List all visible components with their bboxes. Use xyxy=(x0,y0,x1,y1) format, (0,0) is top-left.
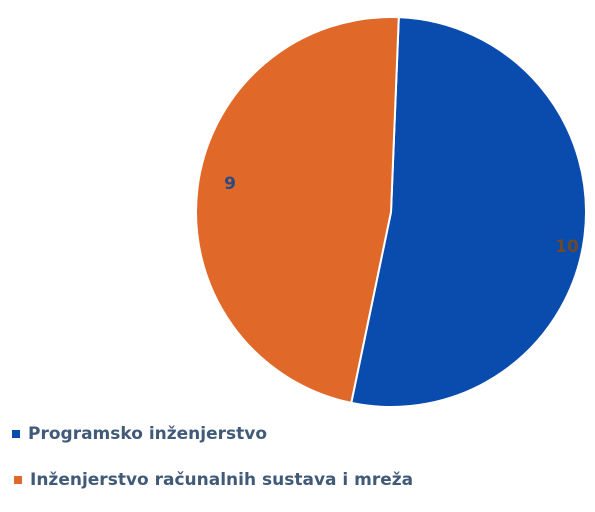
legend-item-programsko: Programsko inženjerstvo xyxy=(12,420,413,448)
legend-label-racunalni-sustavi: Inženjerstvo računalnih sustava i mreža xyxy=(30,470,414,490)
data-label-slice-1: 10 xyxy=(555,237,579,257)
pie-chart-svg: 10 9 xyxy=(195,16,587,408)
data-label-slice-2: 9 xyxy=(224,174,236,194)
legend: Programsko inženjerstvo Inženjerstvo rač… xyxy=(12,420,413,512)
pie-slice-1 xyxy=(350,16,587,408)
pie-data-labels: 10 9 xyxy=(224,174,579,257)
pie-slices xyxy=(195,16,587,408)
pie-slice-2 xyxy=(195,16,400,405)
legend-item-racunalni-sustavi: Inženjerstvo računalnih sustava i mreža xyxy=(14,466,413,494)
legend-swatch-blue xyxy=(12,430,20,438)
legend-swatch-orange xyxy=(14,476,22,484)
legend-label-programsko: Programsko inženjerstvo xyxy=(28,424,268,444)
